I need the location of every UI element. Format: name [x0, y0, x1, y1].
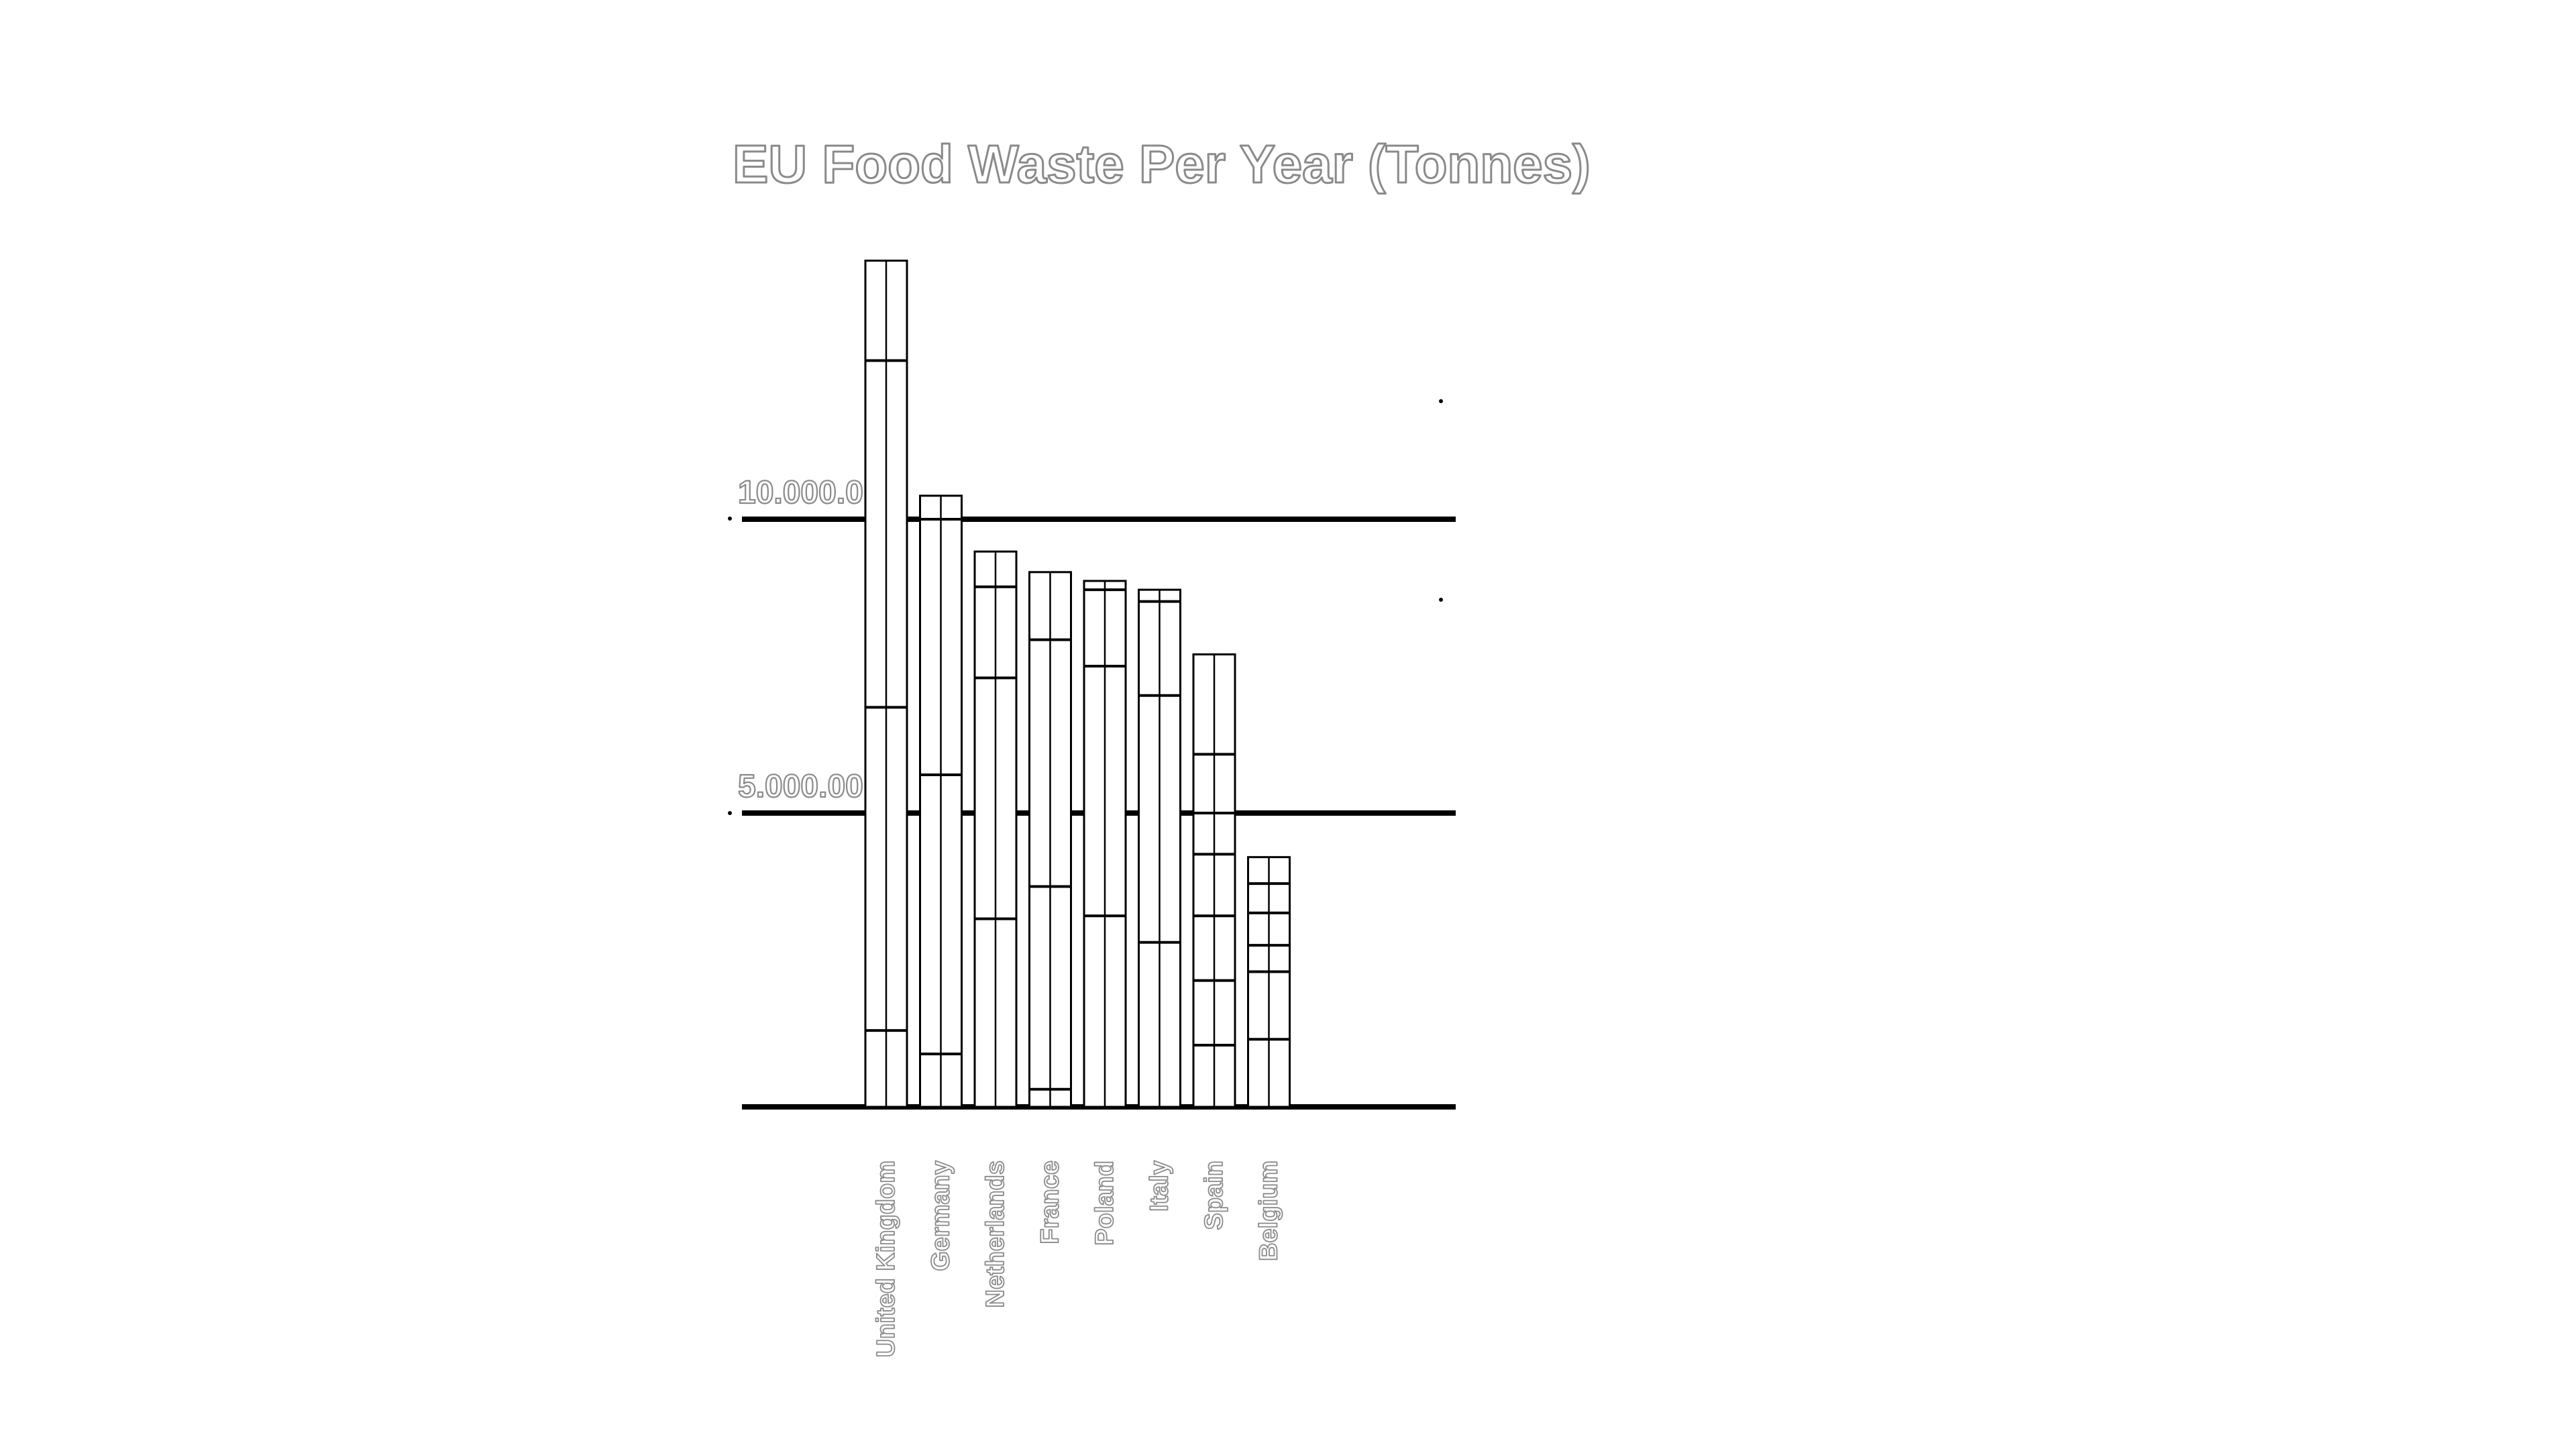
y-tick-labels: 5.000.00 10.000.0 [737, 474, 864, 805]
bar [1028, 571, 1072, 1108]
bars [864, 260, 1291, 1108]
x-tick-label: Spain [1200, 1161, 1228, 1230]
y-tick-label: 5.000.00 [738, 769, 863, 804]
stray-dot [1439, 598, 1443, 602]
stray-dot [728, 517, 732, 521]
bar [973, 550, 1018, 1108]
x-tick-labels: United Kingdom Germany Netherlands France Po… [871, 1160, 1283, 1358]
x-tick-label: Belgium [1255, 1161, 1283, 1261]
x-tick-label: Poland [1091, 1161, 1119, 1246]
stray-dot [1439, 399, 1443, 403]
bar [1247, 856, 1291, 1108]
y-tick-label: 10.000.0 [738, 475, 863, 511]
stray-dot [728, 811, 732, 815]
x-tick-label: Netherlands [981, 1161, 1010, 1308]
bar [1138, 588, 1181, 1108]
bar [919, 494, 963, 1108]
chart-title: EU Food Waste Per Year (Tonnes) [733, 134, 1591, 194]
x-tick-label: France [1036, 1161, 1065, 1244]
bar [864, 260, 908, 1108]
x-tick-label: Italy [1146, 1161, 1174, 1212]
bar [1192, 653, 1236, 1108]
x-tick-label: United Kingdom [872, 1161, 900, 1357]
bar [1083, 580, 1127, 1108]
x-tick-label: Germany [927, 1161, 955, 1271]
stray-dots [728, 399, 1443, 815]
